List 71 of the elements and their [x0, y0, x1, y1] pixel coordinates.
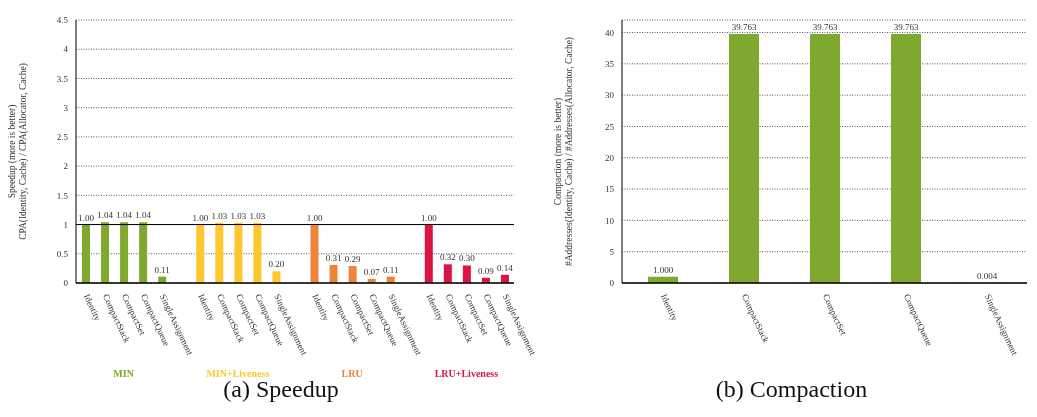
y-tick-label: 0: [609, 278, 615, 289]
data-label: 0.30: [458, 253, 476, 264]
bar: [215, 222, 224, 283]
data-label: 39.763: [812, 22, 838, 33]
data-label: 0.11: [382, 264, 399, 275]
data-label: 39.763: [893, 22, 919, 33]
data-label: 1.03: [211, 210, 228, 221]
bar: [253, 222, 262, 283]
bar: [82, 224, 90, 283]
x-tick-label: Identity: [658, 292, 680, 323]
x-tick-label: Identity: [424, 292, 446, 323]
y-axis-title: Speedup (more is better) CPA(Identity, Cache) / CPA(Allocator, Cache): [6, 63, 29, 240]
data-label: 1.03: [249, 210, 266, 221]
data-label: 1.000: [652, 264, 674, 275]
x-tick-label: Identity: [196, 292, 218, 323]
y-tick-label: 20: [605, 152, 615, 163]
y-tick-label: 5: [609, 246, 615, 257]
bar: [329, 264, 338, 283]
data-label: 0.11: [154, 264, 170, 275]
y-tick-label: 35: [605, 59, 615, 70]
y-axis-title: Compaction (more is better) #Addresses(Identity, Cache) / #Addresses(Allocator, Cache): [552, 36, 575, 267]
data-label: 0.29: [344, 254, 361, 265]
data-label: 1.00: [420, 212, 438, 223]
text: MIN: [113, 368, 135, 379]
y-tick-label: 3: [63, 102, 69, 113]
y-tick-label: 4.5: [56, 15, 69, 26]
data-label: 1.00: [306, 212, 323, 223]
y-tick-label: 2: [63, 161, 68, 172]
data-label: 0.32: [439, 252, 456, 263]
bar: [348, 266, 357, 283]
text: LRU+Liveness: [434, 368, 499, 379]
y-tick-label: 0: [63, 278, 69, 289]
data-label: 0.07: [363, 266, 381, 277]
bar: [139, 222, 148, 283]
text: (a) Speedup: [223, 376, 339, 402]
y-tick-label: 2.5: [56, 132, 69, 143]
bar: [120, 222, 129, 283]
y-tick-label: 1.5: [56, 190, 69, 201]
text: (b) Compaction: [714, 376, 869, 403]
data-label: 1.04: [135, 210, 152, 221]
bar: [443, 264, 452, 283]
bar: [234, 222, 243, 283]
text: LRU: [341, 368, 363, 379]
y-tick-label: 30: [605, 90, 615, 101]
bar: [196, 224, 205, 283]
bar: [101, 222, 110, 283]
data-label: 1.04: [116, 210, 133, 221]
y-tick-label: 15: [605, 184, 615, 195]
data-label: 0.09: [478, 265, 495, 276]
data-label: 0.004: [976, 270, 998, 281]
data-label: 1.00: [192, 212, 209, 223]
y-tick-label: 3.5: [56, 73, 69, 84]
bar: [424, 224, 433, 283]
data-label: 1.00: [78, 212, 95, 223]
y-tick-label: 25: [605, 121, 615, 132]
x-tick-label: Identity: [81, 292, 103, 323]
bar: [272, 271, 281, 283]
y-tick-label: 40: [605, 27, 615, 38]
data-label: 39.763: [731, 22, 757, 33]
data-label: 0.20: [268, 259, 285, 270]
y-tick-label: 1: [63, 219, 68, 230]
data-label: 0.31: [325, 252, 342, 263]
y-tick-label: 0.5: [56, 248, 69, 259]
data-label: 0.14: [497, 262, 514, 273]
y-tick-label: 4: [63, 44, 69, 55]
bar: [462, 265, 471, 283]
data-label: 1.03: [230, 210, 247, 221]
bar: [310, 224, 319, 283]
y-tick-label: 10: [605, 215, 615, 226]
data-label: 1.04: [97, 210, 114, 221]
text: MIN+Liveness: [206, 368, 270, 379]
